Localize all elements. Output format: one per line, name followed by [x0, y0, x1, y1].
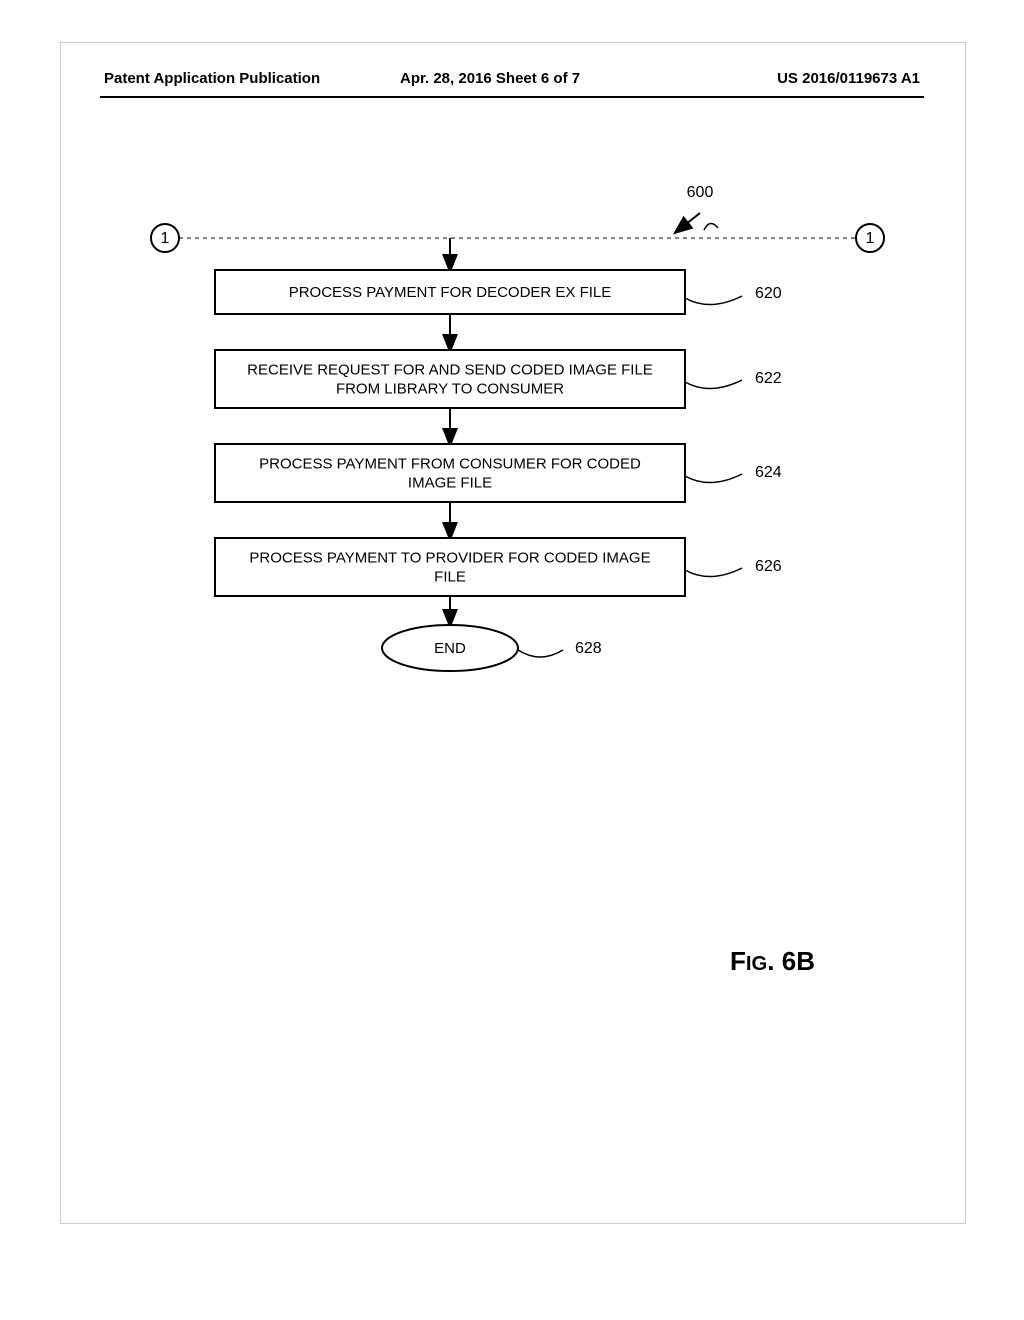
ref-600: 600 — [687, 184, 714, 201]
box-620-text-0: PROCESS PAYMENT FOR DECODER EX FILE — [289, 284, 612, 301]
conn-left-label: 1 — [161, 230, 170, 247]
box-626-leader — [685, 568, 742, 577]
box-622-text-1: FROM LIBRARY TO CONSUMER — [336, 381, 564, 398]
box-620-ref: 620 — [755, 285, 782, 302]
box-622-leader — [685, 380, 742, 389]
box-626-text-0: PROCESS PAYMENT TO PROVIDER FOR CODED IM… — [249, 550, 650, 567]
box-622-ref: 622 — [755, 370, 782, 387]
ref-600-arrow — [676, 213, 700, 232]
box-626 — [215, 538, 685, 596]
box-624-text-0: PROCESS PAYMENT FROM CONSUMER FOR CODED — [259, 456, 641, 473]
box-626-text-1: FILE — [434, 569, 466, 586]
end-628-text: END — [434, 640, 466, 657]
end-628-leader — [518, 650, 563, 657]
box-624-leader — [685, 474, 742, 483]
box-622-text-0: RECEIVE REQUEST FOR AND SEND CODED IMAGE… — [247, 362, 653, 379]
ref-600-swoosh — [704, 223, 718, 230]
end-628-ref: 628 — [575, 640, 602, 657]
box-624 — [215, 444, 685, 502]
box-622 — [215, 350, 685, 408]
figure-label: FIG. 6B — [730, 946, 815, 976]
conn-right-label: 1 — [866, 230, 875, 247]
box-624-ref: 624 — [755, 464, 782, 481]
page: Patent Application Publication Apr. 28, … — [0, 0, 1024, 1320]
box-620-leader — [685, 296, 742, 305]
flowchart-svg: 600 1 1 PROCESS PAYMENT FOR DECODER EX FILE… — [0, 0, 1024, 1320]
box-626-ref: 626 — [755, 558, 782, 575]
box-624-text-1: IMAGE FILE — [408, 475, 492, 492]
